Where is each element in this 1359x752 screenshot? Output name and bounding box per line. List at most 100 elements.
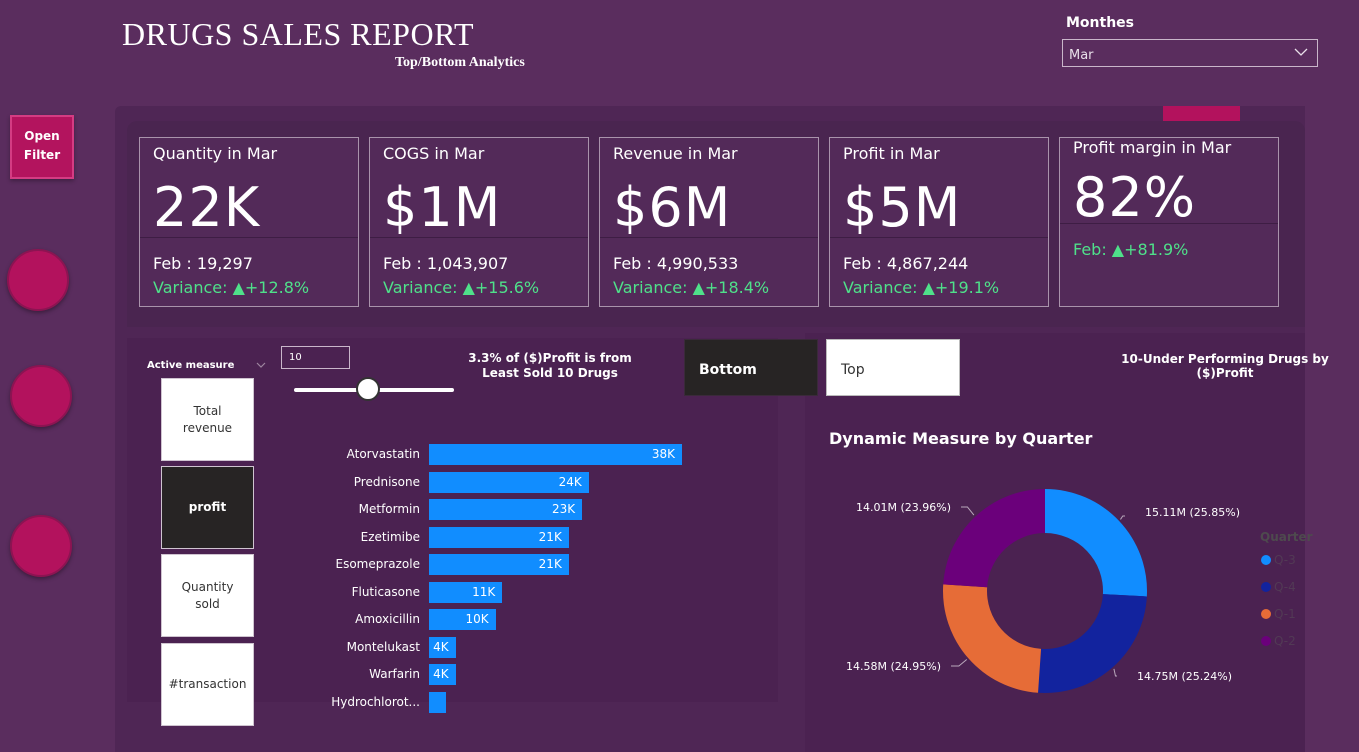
month-slicer-dropdown[interactable]: Mar [1062,39,1318,67]
chevron-down-icon [1294,48,1308,56]
bar[interactable] [429,471,589,493]
bar[interactable] [429,664,456,685]
donut-slice-q-2[interactable] [943,489,1045,588]
legend-label: Q-4 [1274,580,1296,594]
open-filter-button[interactable]: Open Filter [10,115,74,179]
legend-dot [1261,636,1271,646]
bar-data-label: 23K [551,502,576,516]
underperforming-title: 10-Under Performing Drugs by ($)Profit [1121,352,1329,380]
bar-category-label: Amoxicillin [355,612,420,626]
accent-tab [1163,106,1240,122]
measure-option-profit[interactable]: profit [161,466,254,549]
open-filter-label: Open Filter [23,129,61,162]
legend-dot [1261,555,1271,565]
measure-option-quantity-sold[interactable]: Quantity sold [161,554,254,637]
measure-option-total-revenue[interactable]: Total revenue [161,378,254,461]
nav-circle-button-1[interactable] [7,249,69,311]
bar[interactable] [429,526,569,548]
bar[interactable] [429,444,682,465]
bar-category-label: Atorvastatin [346,447,420,461]
legend-item-q2[interactable]: Q-2 [1261,634,1296,648]
nav-circle-button-2[interactable] [10,365,72,427]
bar-data-label: 21K [538,529,562,544]
report-title: DRUGS SALES REPORT [122,16,475,52]
legend-dot [1261,582,1271,592]
bar-data-label: 38K [651,447,675,461]
bar[interactable] [429,609,496,630]
bottom-toggle-button[interactable]: Bottom [684,339,818,396]
kpi-card-profit-margin: Profit margin in Mar 82% Feb: ▲+81.9% [1059,137,1279,307]
active-measure-label: Active measure [147,360,235,371]
kpi-previous: Feb : 4,990,533 [613,254,739,273]
legend-title: Quarter [1260,530,1313,544]
kpi-divider [140,237,358,238]
kpi-variance: Variance: ▲+15.6% [383,278,540,297]
bar-category-label: Metformin [358,502,420,516]
legend-dot [1261,609,1271,619]
bar[interactable] [429,581,503,603]
donut-data-label: 14.01M (23.96%) [856,501,951,514]
legend-label: Q-1 [1274,607,1296,621]
kpi-title: Revenue in Mar [613,144,738,163]
donut-leader-line [1120,515,1125,520]
month-slicer-label: Monthes [1066,15,1135,31]
donut-slice-q-1[interactable] [943,584,1042,693]
legend-item-q3[interactable]: Q-3 [1261,553,1296,567]
kpi-value: 82% [1073,166,1197,229]
kpi-title: Quantity in Mar [153,144,278,163]
kpi-previous: Feb : 4,867,244 [843,254,969,273]
legend-item-q4[interactable]: Q-4 [1261,580,1296,594]
donut-data-label: 14.75M (25.24%) [1137,670,1232,683]
kpi-divider [600,237,818,238]
topn-slider-handle[interactable] [356,377,380,401]
bar[interactable] [429,554,569,575]
chevron-down-icon[interactable] [255,360,267,370]
bar-category-label: Ezetimibe [360,529,420,544]
kpi-value: $6M [613,176,732,239]
bar-data-label: 4K [433,639,449,654]
bar-data-label: 10K [465,612,489,626]
topn-value-input[interactable]: 10 [281,346,350,369]
measure-option-label: profit [188,500,227,514]
bar-chart: Atorvastatin 38K Prednisone 24K Metformin 23K… [300,444,720,725]
nav-circle-button-3[interactable] [10,515,72,577]
legend-item-q1[interactable]: Q-1 [1261,607,1296,621]
bar-category-label: Fluticasone [351,584,420,599]
kpi-card-revenue: Revenue in Mar $6M Feb : 4,990,533 Varia… [599,137,819,307]
kpi-title: Profit margin in Mar [1073,138,1232,157]
kpi-variance: Variance: ▲+18.4% [613,278,770,297]
bar[interactable] [429,636,456,658]
donut-data-label: 15.11M (25.85%) [1145,506,1240,519]
kpi-value: $1M [383,176,502,239]
bar-data-label: 4K [433,667,449,681]
donut-chart: 15.11M (25.85%) 14.75M (25.24%) 14.58M (24… [846,489,1240,693]
bar-data-label: 11K [472,584,496,599]
donut-leader-line [961,506,975,516]
donut-slice-q-3[interactable] [1045,489,1147,597]
kpi-card-quantity: Quantity in Mar 22K Feb : 19,297 Varianc… [139,137,359,307]
measure-option-transaction[interactable]: #transaction [161,643,254,726]
bar[interactable] [429,499,583,520]
kpi-card-cogs: COGS in Mar $1M Feb : 1,043,907 Variance… [369,137,589,307]
bar-category-label: Hydrochlorot... [331,694,420,709]
kpi-card-profit: Profit in Mar $5M Feb : 4,867,244 Varian… [829,137,1049,307]
report-subtitle: Top/Bottom Analytics [395,55,525,70]
month-slicer-value: Mar [1069,48,1094,63]
kpi-divider [370,237,588,238]
kpi-variance: Variance: ▲+19.1% [843,278,1000,297]
kpi-divider [1060,223,1278,224]
top-toggle-button[interactable]: Top [826,339,960,396]
kpi-variance: Feb: ▲+81.9% [1073,240,1189,259]
kpi-previous: Feb : 19,297 [153,254,253,273]
legend-label: Q-2 [1274,634,1296,648]
bar-category-label: Montelukast [346,639,420,654]
bar-category-label: Esomeprazole [335,557,420,571]
bar[interactable] [429,691,446,713]
donut-chart-title: Dynamic Measure by Quarter [829,429,1093,448]
donut-leader-line [951,659,968,667]
donut-slice-q-4[interactable] [1038,594,1147,693]
bar-category-label: Warfarin [369,667,420,681]
measure-option-label: #transaction [168,677,247,691]
donut-data-label: 14.58M (24.95%) [846,660,941,673]
legend-label: Q-3 [1274,553,1296,567]
